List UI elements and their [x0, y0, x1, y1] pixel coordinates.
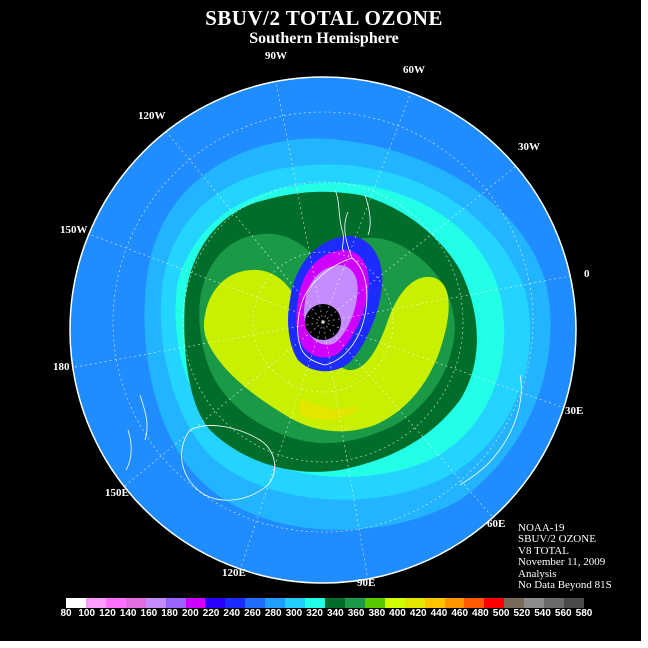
lon-label-90w: 90W [265, 50, 287, 62]
legend-label: 460 [451, 608, 469, 619]
lon-label-150w: 150W [60, 224, 88, 236]
legend-swatch [444, 598, 465, 608]
legend-label: 340 [327, 608, 344, 619]
legend-label: 380 [368, 608, 386, 619]
legend-swatch [165, 598, 186, 608]
lon-label-60w: 60W [403, 64, 425, 76]
lon-label-30w: 30W [518, 141, 540, 153]
south-america-coast [334, 189, 371, 253]
legend-swatch [225, 598, 246, 608]
legend-swatch [105, 598, 126, 608]
ozone-yellowgreen [203, 269, 449, 432]
graticule [70, 77, 576, 581]
antarctica-coast [297, 211, 368, 366]
map-subtitle: Southern Hemisphere [249, 30, 399, 47]
legend-swatch [305, 598, 325, 608]
info-type: Analysis [518, 567, 557, 580]
legend-label: 440 [430, 608, 448, 619]
legend-label: 220 [202, 608, 220, 619]
legend-label: 300 [285, 608, 303, 619]
legend-label: 320 [306, 608, 323, 619]
legend-label: 240 [223, 608, 241, 619]
lon-label-120w: 120W [138, 110, 166, 122]
legend-swatch [384, 598, 405, 608]
legend-swatch [245, 598, 266, 608]
legend-label: 580 [575, 608, 593, 619]
legend-label: 260 [244, 608, 261, 619]
legend-label: 80 [60, 608, 72, 619]
africa-coast [459, 374, 522, 486]
lon-label-120e: 120E [222, 567, 246, 579]
info-block: NOAA-19 SBUV/2 OZONE V8 TOTAL November 1… [518, 522, 612, 592]
info-product: SBUV/2 OZONE [518, 533, 596, 546]
color-legend [66, 598, 584, 608]
legend-label: 400 [389, 608, 406, 619]
ozone-yellow-core [300, 398, 360, 420]
legend-swatch [145, 598, 166, 608]
lon-label-0: 0 [584, 268, 590, 280]
legend-swatch [404, 598, 425, 608]
legend-swatch [464, 598, 485, 608]
legend-swatch [324, 598, 345, 608]
legend-swatch [484, 598, 505, 608]
legend-label: 540 [534, 608, 551, 619]
legend-label: 500 [492, 608, 510, 619]
legend-swatch [85, 598, 106, 608]
legend-swatch [265, 598, 286, 608]
legend-swatch [424, 598, 445, 608]
lon-label-180: 180 [53, 361, 70, 373]
legend-swatch [504, 598, 525, 608]
map-title: SBUV/2 TOTAL OZONE [205, 6, 443, 30]
lon-label-60e: 60E [487, 518, 506, 530]
legend-swatch [125, 598, 146, 608]
legend-label: 420 [409, 608, 427, 619]
lon-label-150e: 150E [105, 487, 129, 499]
legend-swatch [564, 598, 584, 608]
australia-coast [181, 425, 276, 501]
info-date: November 11, 2009 [518, 556, 606, 569]
legend-label: 520 [513, 608, 531, 619]
info-satellite: NOAA-19 [518, 522, 565, 534]
legend-label: 280 [264, 608, 282, 619]
legend-swatch [66, 598, 86, 608]
lon-label-30e: 30E [565, 405, 584, 417]
legend-swatch [524, 598, 545, 608]
legend-label: 480 [472, 608, 489, 619]
legend-label: 100 [78, 608, 96, 619]
map-border [69, 76, 577, 584]
legend-label: 160 [140, 608, 158, 619]
legend-swatch [344, 598, 365, 608]
legend-label: 140 [119, 608, 137, 619]
legend-swatch [364, 598, 385, 608]
legend-swatch [205, 598, 226, 608]
legend-swatch [185, 598, 206, 608]
legend-label: 120 [99, 608, 116, 619]
legend-swatch [285, 598, 306, 608]
new-zealand-coast [125, 394, 148, 471]
legend-swatch [544, 598, 565, 608]
color-legend-labels: 80 100 120 140 160 180 200 220 240 260 280 300 320 34… [50, 608, 598, 622]
lon-label-90e: 90E [357, 577, 376, 589]
legend-label: 200 [181, 608, 199, 619]
legend-label: 360 [347, 608, 365, 619]
info-note: No Data Beyond 81S [518, 579, 612, 592]
legend-label: 560 [554, 608, 572, 619]
legend-label: 180 [161, 608, 178, 619]
info-version: V8 TOTAL [518, 544, 569, 557]
